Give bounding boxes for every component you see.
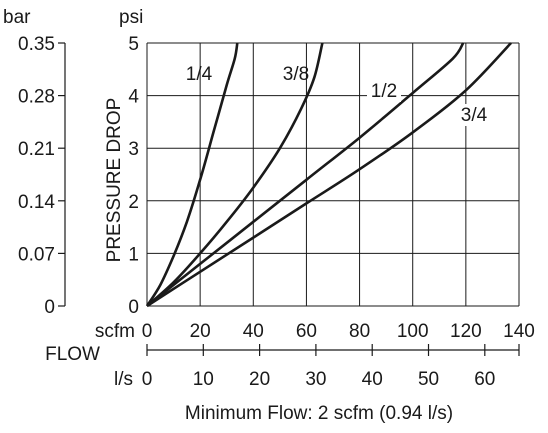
x2-tick-label: 50 <box>418 369 439 390</box>
y-tick-label: 2 <box>128 192 139 213</box>
x-tick-label: 80 <box>349 321 370 342</box>
y2-tick-label: 0.14 <box>18 192 55 213</box>
x-unit-label: scfm <box>95 321 135 342</box>
series-curve-3-8 <box>146 42 324 307</box>
x2-tick-label: 20 <box>249 369 270 390</box>
series-curve-1-4 <box>145 42 239 307</box>
chart-caption: Minimum Flow: 2 scfm (0.94 l/s) <box>185 403 453 424</box>
series-label-bg <box>457 104 491 126</box>
y-axis-title: PRESSURE DROP <box>104 98 125 263</box>
y-tick-label: 3 <box>128 139 139 160</box>
x2-tick-label: 30 <box>305 369 326 390</box>
series-curve-1-2 <box>146 42 465 308</box>
y-tick-label: 5 <box>128 34 139 55</box>
chart-axes <box>58 42 520 356</box>
x-tick-label: 120 <box>450 321 482 342</box>
y-tick-label: 0 <box>128 297 139 318</box>
x2-tick-label: 10 <box>193 369 214 390</box>
y2-tick-label: 0 <box>44 297 55 318</box>
series-label: 1/2 <box>371 81 397 102</box>
x2-unit-label: l/s <box>114 369 133 390</box>
y2-tick-label: 0.35 <box>18 34 55 55</box>
x-tick-label: 20 <box>190 321 211 342</box>
x-tick-label: 100 <box>397 321 429 342</box>
x-tick-label: 0 <box>142 321 153 342</box>
series-label: 3/8 <box>283 64 309 85</box>
y-unit-label: psi <box>119 7 143 28</box>
x-tick-label: 60 <box>296 321 317 342</box>
y2-tick-label: 0.28 <box>18 87 55 108</box>
y2-tick-label: 0.21 <box>18 139 55 160</box>
series-curve-3-4 <box>146 42 512 308</box>
y2-tick-label: 0.07 <box>18 244 55 265</box>
x-tick-label: 140 <box>503 321 535 342</box>
y2-unit-label: bar <box>3 7 31 28</box>
x-axis-title: FLOW <box>45 344 100 365</box>
chart-curves <box>145 42 512 308</box>
series-label-bg <box>367 80 401 102</box>
series-label: 3/4 <box>461 105 488 126</box>
y-tick-label: 1 <box>128 244 139 265</box>
x2-tick-label: 40 <box>362 369 383 390</box>
y-tick-label: 4 <box>128 87 139 108</box>
x-tick-label: 40 <box>243 321 264 342</box>
x2-tick-label: 0 <box>142 369 153 390</box>
series-label: 1/4 <box>186 64 213 85</box>
x2-tick-label: 60 <box>474 369 495 390</box>
chart-labels: bar psi PRESSURE DROP scfm FLOW l/s Mini… <box>3 7 535 424</box>
